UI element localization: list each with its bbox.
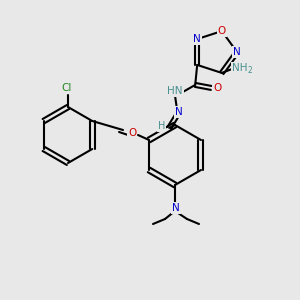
Text: 2: 2 <box>248 66 252 75</box>
Text: N: N <box>193 34 201 44</box>
Text: N: N <box>172 203 180 213</box>
Text: O: O <box>213 83 221 93</box>
Text: O: O <box>128 128 136 138</box>
Text: N: N <box>175 107 183 117</box>
Text: O: O <box>218 26 226 36</box>
Text: N: N <box>233 47 241 57</box>
Text: Cl: Cl <box>62 83 72 93</box>
Text: NH: NH <box>232 63 248 73</box>
Text: H: H <box>158 121 165 131</box>
Text: HN: HN <box>167 86 183 96</box>
